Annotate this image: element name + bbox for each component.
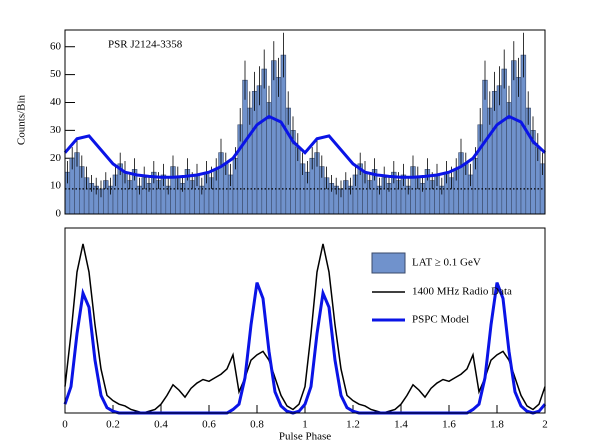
- bar: [520, 54, 527, 215]
- bar: [280, 54, 287, 215]
- bar: [275, 77, 282, 215]
- x-tick-label: 0: [62, 419, 68, 431]
- y-tick-label: 30: [50, 124, 62, 136]
- x-tick-label: 2: [542, 419, 548, 431]
- legend-swatch: [371, 252, 406, 274]
- plot-frame: [64, 227, 546, 414]
- profile-line: [63, 282, 547, 415]
- x-tick-label: 1.8: [490, 419, 504, 431]
- y-tick-label: 60: [50, 40, 62, 52]
- x-tick-label: 0.8: [250, 419, 264, 431]
- bar: [242, 79, 248, 215]
- x-tick-label: 1.4: [394, 419, 408, 431]
- bar: [482, 79, 488, 215]
- x-tick-label: 0.2: [106, 419, 120, 431]
- x-axis-label: Pulse Phase: [279, 431, 331, 443]
- legend-label: 1400 MHz Radio Data: [412, 286, 512, 298]
- y-tick-label: 40: [50, 96, 62, 108]
- y-tick-label: 0: [56, 208, 62, 220]
- chart-title: PSR J2124-3358: [108, 39, 183, 51]
- x-tick-label: 0.6: [202, 419, 216, 431]
- model-line: [63, 114, 547, 179]
- x-tick-label: 1: [302, 419, 308, 431]
- bar: [515, 77, 522, 215]
- bar: [271, 60, 277, 215]
- bar: [261, 68, 267, 215]
- x-tick-label: 0.4: [154, 419, 168, 431]
- bar: [511, 60, 517, 215]
- y-tick-label: 50: [50, 68, 62, 80]
- bar: [501, 68, 507, 215]
- legend-label: LAT ≥ 0.1 GeV: [412, 257, 481, 269]
- plot-frame: [64, 29, 546, 215]
- x-tick-label: 1.2: [346, 419, 360, 431]
- bars: [64, 54, 546, 215]
- y-axis-label: Counts/Bin: [16, 94, 28, 145]
- y-tick-label: 10: [50, 180, 62, 192]
- y-tick-label: 20: [50, 152, 62, 164]
- x-tick-label: 1.6: [442, 419, 456, 431]
- profile-line: [64, 243, 546, 414]
- legend-label: PSPC Model: [412, 314, 469, 326]
